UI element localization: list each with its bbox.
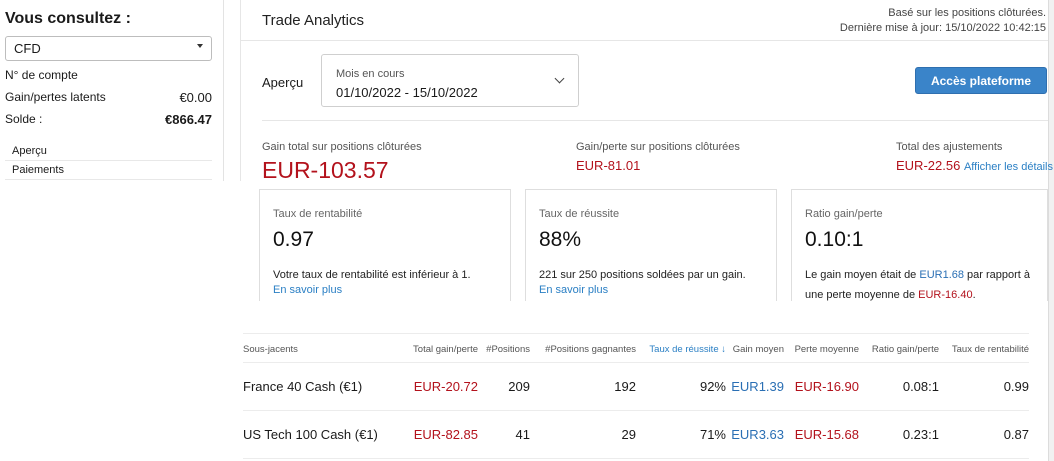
- col-success-rate-label: Taux de réussite: [649, 344, 719, 355]
- unrealized-value: €0.00: [179, 90, 212, 105]
- period-select[interactable]: Mois en cours 01/10/2022 - 15/10/2022: [321, 54, 579, 107]
- row-profit-rate: 0.99: [1003, 379, 1029, 394]
- sort-down-icon: ↓: [721, 344, 726, 355]
- chevron-down-icon: [554, 73, 565, 84]
- gain-loss-ratio-card: Ratio gain/perte 0.10:1 Le gain moyen ét…: [791, 189, 1048, 301]
- ratio-desc: Le gain moyen était de EUR1.68 par rappo…: [805, 265, 1040, 305]
- page-title: Trade Analytics: [262, 12, 364, 29]
- ratio-value: 0.10:1: [805, 228, 864, 251]
- ratio-desc-end: .: [972, 289, 976, 301]
- account-number-row: N° de compte: [5, 68, 212, 82]
- section-divider: [262, 120, 1048, 121]
- balance-row: Solde : €866.47: [5, 112, 212, 127]
- ratio-label: Ratio gain/perte: [805, 208, 883, 220]
- total-gain-label: Gain total sur positions clôturées: [262, 141, 422, 153]
- row-positions: 209: [508, 379, 530, 394]
- row-winning: 29: [621, 427, 636, 442]
- show-details-link[interactable]: Afficher les détails: [963, 161, 1054, 173]
- period-label: Mois en cours: [336, 68, 405, 80]
- sidebar-item-paiements[interactable]: Paiements: [5, 161, 212, 180]
- update-info: Basé sur les positions clôturées. Derniè…: [840, 6, 1046, 36]
- adjustments-row: EUR-22.56 Afficher les détails: [896, 158, 1053, 173]
- last-update: Dernière mise à jour: 15/10/2022 10:42:1…: [839, 22, 1046, 34]
- col-avg-gain[interactable]: Gain moyen: [732, 344, 784, 355]
- balance-value: €866.47: [165, 112, 212, 127]
- account-type-select[interactable]: CFD: [5, 36, 212, 61]
- avg-gain-value: EUR1.68: [919, 269, 964, 281]
- profit-rate-value: 0.97: [273, 228, 314, 251]
- col-profit-rate[interactable]: Taux de rentabilité: [951, 344, 1029, 355]
- success-rate-learn-more[interactable]: En savoir plus: [539, 284, 609, 296]
- underlyings-table: Sous-jacents Total gain/perte #Positions…: [243, 333, 1029, 459]
- row-underlying: US Tech 100 Cash (€1): [243, 427, 378, 442]
- col-success-rate[interactable]: Taux de réussite ↓: [649, 344, 726, 355]
- col-ratio[interactable]: Ratio gain/perte: [871, 344, 939, 355]
- sidebar: Vous consultez : CFD N° de compte Gain/p…: [0, 0, 224, 181]
- profit-rate-label: Taux de rentabilité: [273, 208, 363, 220]
- total-gain-value: EUR-103.57: [262, 157, 389, 183]
- row-profit-rate: 0.87: [1003, 427, 1029, 442]
- col-total[interactable]: Total gain/perte: [413, 344, 478, 355]
- row-avg-loss: EUR-15.68: [794, 427, 859, 442]
- row-avg-gain: EUR1.39: [731, 379, 784, 394]
- row-underlying: France 40 Cash (€1): [243, 379, 363, 394]
- row-avg-gain: EUR3.63: [731, 427, 784, 442]
- ratio-desc-pre: Le gain moyen était de: [805, 269, 920, 281]
- col-winning[interactable]: #Positions gagnantes: [545, 344, 636, 355]
- sidebar-title: Vous consultez :: [5, 10, 131, 27]
- balance-label: Solde :: [5, 112, 43, 126]
- main-divider: [240, 0, 241, 181]
- row-success-rate: 71%: [699, 427, 726, 442]
- profit-rate-learn-more[interactable]: En savoir plus: [273, 284, 343, 296]
- col-positions[interactable]: #Positions: [486, 344, 530, 355]
- sidebar-item-apercu[interactable]: Aperçu: [5, 142, 212, 161]
- avg-loss-value: EUR-16.40: [918, 289, 973, 301]
- row-total: EUR-82.85: [413, 427, 478, 442]
- row-positions: 41: [515, 427, 530, 442]
- row-winning: 192: [614, 379, 636, 394]
- overview-label: Aperçu: [262, 75, 304, 90]
- col-avg-loss[interactable]: Perte moyenne: [794, 344, 859, 355]
- account-type-value: CFD: [14, 41, 41, 56]
- row-ratio: 0.08:1: [902, 379, 939, 394]
- row-total: EUR-20.72: [413, 379, 478, 394]
- table-row[interactable]: France 40 Cash (€1) EUR-20.72 209 192 92…: [243, 363, 1029, 411]
- caret-down-icon: [197, 44, 203, 48]
- success-rate-label: Taux de réussite: [539, 208, 620, 220]
- table-row[interactable]: US Tech 100 Cash (€1) EUR-82.85 41 29 71…: [243, 411, 1029, 459]
- ratio-desc-mid: par rapport à une perte moyenne de: [805, 269, 1031, 301]
- adjustments-value: EUR-22.56: [896, 158, 961, 173]
- header-divider: [241, 40, 1048, 41]
- profit-rate-desc: Votre taux de rentabilité est inférieur …: [273, 269, 471, 281]
- profit-rate-card: Taux de rentabilité 0.97 Votre taux de r…: [259, 189, 511, 301]
- success-rate-value: 88%: [539, 228, 582, 251]
- success-rate-desc: 221 sur 250 positions soldées par un gai…: [539, 269, 746, 281]
- period-range: 01/10/2022 - 15/10/2022: [336, 85, 478, 100]
- col-underlying[interactable]: Sous-jacents: [243, 344, 298, 355]
- row-ratio: 0.23:1: [902, 427, 939, 442]
- row-success-rate: 92%: [699, 379, 726, 394]
- scrollbar[interactable]: [1048, 0, 1054, 461]
- closed-gain-value: EUR-81.01: [576, 158, 641, 173]
- unrealized-row: Gain/pertes latents €0.00: [5, 90, 212, 105]
- adjustments-label: Total des ajustements: [896, 141, 1003, 153]
- basis-note: Basé sur les positions clôturées.: [888, 7, 1046, 19]
- closed-gain-label: Gain/perte sur positions clôturées: [576, 141, 740, 153]
- table-header: Sous-jacents Total gain/perte #Positions…: [243, 333, 1029, 363]
- account-number-label: N° de compte: [5, 68, 78, 82]
- row-avg-loss: EUR-16.90: [794, 379, 859, 394]
- unrealized-label: Gain/pertes latents: [5, 90, 106, 104]
- success-rate-card: Taux de réussite 88% 221 sur 250 positio…: [525, 189, 777, 301]
- platform-access-button[interactable]: Accès plateforme: [915, 67, 1047, 94]
